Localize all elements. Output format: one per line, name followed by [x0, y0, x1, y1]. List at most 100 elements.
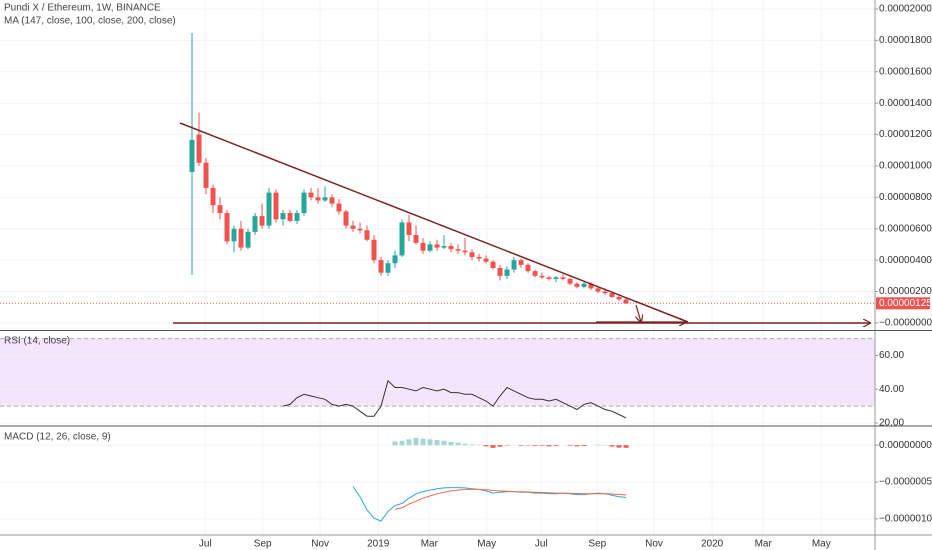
- candle-body: [392, 255, 398, 264]
- candle-body: [490, 261, 496, 268]
- candle-body: [385, 263, 391, 273]
- histogram-bar: [469, 444, 475, 446]
- y-tick-label: 0.00001600: [879, 66, 932, 77]
- x-tick-label: Jul: [535, 539, 548, 550]
- candle-body: [224, 213, 230, 242]
- candle-body: [259, 216, 265, 226]
- candle-body: [266, 192, 272, 226]
- candle-body: [203, 162, 209, 188]
- candle-body: [595, 288, 601, 292]
- candle-body: [231, 228, 237, 242]
- y-tick-label: 0.00001800: [879, 35, 932, 46]
- candle-body: [441, 246, 447, 248]
- y-tick-label: 0.00001000: [879, 161, 932, 172]
- histogram-bar: [574, 445, 580, 447]
- candle-body: [322, 197, 328, 201]
- y-tick-label: 0.00002000: [879, 4, 932, 15]
- histogram-bar: [595, 444, 601, 446]
- y-tick-label: 0.00001400: [879, 98, 932, 109]
- x-tick-label: 2019: [367, 539, 390, 550]
- x-tick-label: May: [477, 539, 496, 550]
- candle-body: [427, 244, 433, 251]
- x-tick-label: 2020: [701, 539, 724, 550]
- candle-body: [217, 205, 223, 214]
- candle-body: [455, 249, 461, 251]
- histogram-bar: [616, 445, 622, 448]
- histogram-bar: [392, 441, 398, 446]
- histogram-bar: [462, 443, 468, 446]
- candle-body: [483, 258, 489, 262]
- trend-line[interactable]: [179, 122, 689, 323]
- histogram-bar: [623, 445, 629, 448]
- ma-label: MA (147, close, 100, close, 200, close): [4, 16, 176, 27]
- candle-body: [560, 277, 566, 279]
- y-tick-label: 0.00000000: [879, 440, 932, 451]
- y-tick-label: 40.00: [879, 384, 904, 395]
- histogram-bar: [490, 445, 496, 448]
- candle-body: [539, 275, 545, 278]
- histogram-bar: [567, 445, 573, 446]
- histogram-bar: [399, 440, 405, 446]
- candle-body: [245, 231, 251, 248]
- candle-body: [532, 271, 538, 276]
- candle-body: [476, 256, 482, 259]
- candle-body: [420, 242, 426, 251]
- macd-label: MACD (12, 26, close, 9): [4, 432, 111, 443]
- y-tick-label: 20.00: [879, 418, 904, 429]
- candle-body: [434, 244, 440, 248]
- rsi-label: RSI (14, close): [4, 336, 70, 347]
- candle-body: [504, 269, 510, 276]
- candle-body: [329, 197, 335, 204]
- candle-body: [364, 230, 370, 240]
- histogram-bar: [609, 445, 615, 447]
- candle-body: [357, 228, 363, 231]
- y-tick-label: −0.00000100: [879, 514, 932, 525]
- candle-body: [378, 260, 384, 273]
- candle-body: [343, 211, 349, 226]
- x-tick-label: Sep: [254, 539, 272, 550]
- symbol-title: Pundi X / Ethereum, 1W, BINANCE: [4, 3, 161, 14]
- candle-body: [553, 277, 559, 279]
- arrow[interactable]: [636, 304, 641, 322]
- y-tick-label: 0.00000800: [879, 192, 932, 203]
- candle-body: [280, 213, 286, 220]
- y-tick-label: 0.00000600: [879, 223, 932, 234]
- histogram-bar: [448, 441, 454, 446]
- candle-body: [609, 293, 615, 298]
- candle-body: [518, 260, 524, 265]
- x-tick-label: Mar: [755, 539, 773, 550]
- y-tick-label: −0.00000000: [879, 318, 932, 329]
- candle-body: [469, 252, 475, 257]
- signal-line: [394, 488, 627, 510]
- histogram-bar: [455, 442, 461, 446]
- candle-body: [602, 291, 608, 294]
- candle-body: [350, 225, 356, 229]
- candle-body: [336, 203, 342, 212]
- rsi-band: [0, 338, 875, 407]
- histogram-bar: [441, 440, 447, 446]
- candle-body: [581, 283, 587, 287]
- candle-body: [301, 192, 307, 214]
- candle-body: [371, 239, 377, 261]
- candle-body: [196, 134, 202, 163]
- candle-body: [574, 283, 580, 287]
- x-tick-label: Sep: [588, 539, 606, 550]
- x-tick-label: Jul: [199, 539, 212, 550]
- candle-body: [462, 250, 468, 253]
- y-tick-label: −0.00000050: [879, 477, 932, 488]
- y-tick-label: 0.00000400: [879, 255, 932, 266]
- candle-body: [315, 197, 321, 201]
- candle-body: [308, 192, 314, 198]
- candle-body: [273, 192, 279, 220]
- histogram-bar: [581, 445, 587, 447]
- candle-body: [189, 139, 195, 172]
- macd-line: [352, 486, 627, 522]
- candle-body: [238, 228, 244, 248]
- x-tick-label: Nov: [311, 539, 329, 550]
- rsi-line: [282, 379, 627, 419]
- histogram-bar: [434, 440, 440, 446]
- histogram-bar: [518, 445, 524, 446]
- candle-body: [588, 283, 594, 289]
- x-tick-label: May: [812, 539, 831, 550]
